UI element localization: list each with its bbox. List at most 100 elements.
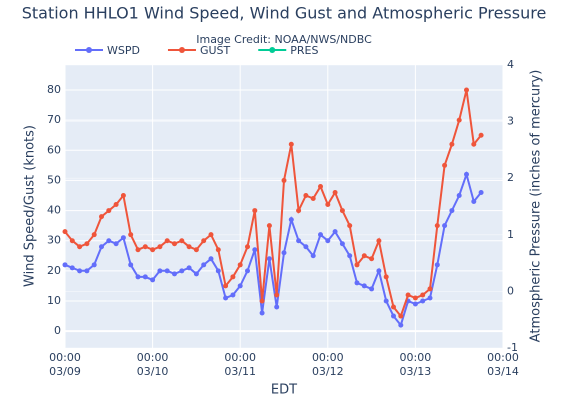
data-point <box>150 277 156 283</box>
series-line <box>64 89 482 319</box>
data-point <box>62 229 68 235</box>
annotation: Image Credit: NOAA/NWS/NDBC <box>196 33 372 46</box>
y-tick-label: 80 <box>47 83 61 96</box>
data-point <box>412 301 418 307</box>
y2-tick-label: 1 <box>507 228 514 241</box>
data-point <box>427 295 433 301</box>
data-point <box>237 262 243 268</box>
data-point <box>383 298 389 304</box>
y-tick-label: 60 <box>47 143 61 156</box>
data-point <box>391 313 396 319</box>
data-point <box>259 310 265 316</box>
data-point <box>296 238 302 244</box>
y-tick-label: 30 <box>47 234 61 247</box>
data-point <box>288 141 294 147</box>
data-point <box>449 141 455 147</box>
data-point <box>471 199 477 205</box>
data-point <box>420 292 426 298</box>
data-point <box>288 217 294 223</box>
legend-marker <box>178 47 185 53</box>
y2-tick-label: -1 <box>507 341 518 354</box>
data-point <box>135 274 141 280</box>
legend-label: GUST <box>200 44 231 57</box>
data-point <box>281 177 287 183</box>
data-point <box>361 283 367 289</box>
data-point <box>420 298 426 304</box>
data-point <box>113 202 119 208</box>
x-tick-label: 00:00 03/13 <box>400 351 432 378</box>
y-tick-label: 0 <box>54 324 61 337</box>
data-point <box>369 286 375 292</box>
data-point <box>69 238 75 244</box>
data-point <box>230 274 236 280</box>
data-point <box>303 192 309 198</box>
y-tick-label: 40 <box>47 204 61 217</box>
data-point <box>471 141 477 147</box>
y2-tick-label: 3 <box>507 115 514 128</box>
data-point <box>179 268 185 274</box>
data-point <box>91 232 97 238</box>
data-point <box>208 232 214 238</box>
data-point <box>223 295 229 301</box>
data-point <box>369 256 375 262</box>
data-point <box>91 262 97 268</box>
x-tick-label: 00:00 03/11 <box>224 351 256 378</box>
data-point <box>361 253 367 259</box>
data-point <box>77 268 83 274</box>
data-point <box>142 244 148 250</box>
y2-axis-label: Atmospheric Pressure (inches of mercury) <box>529 70 544 343</box>
data-point <box>157 244 163 250</box>
y2-tick-label: 4 <box>507 58 514 71</box>
data-point <box>339 241 345 247</box>
data-point <box>318 232 323 238</box>
data-point <box>113 241 119 247</box>
legend-item: WSPD <box>75 44 140 57</box>
data-point <box>128 262 134 268</box>
data-point <box>150 247 156 253</box>
data-point <box>193 247 199 253</box>
data-point <box>135 247 141 253</box>
data-point <box>252 208 258 214</box>
y2-tick-label: 0 <box>507 284 514 297</box>
data-point <box>325 202 331 208</box>
data-point <box>354 280 360 286</box>
data-point <box>347 223 353 229</box>
data-point <box>274 292 280 298</box>
data-point <box>172 271 177 277</box>
data-point <box>164 238 170 244</box>
data-point <box>186 244 192 250</box>
data-point <box>412 295 418 301</box>
data-point <box>215 247 221 253</box>
data-point <box>383 274 389 280</box>
legend-label: WSPD <box>107 44 140 57</box>
data-point <box>77 244 83 250</box>
y-tick-label: 70 <box>47 113 61 126</box>
data-point <box>456 117 462 123</box>
x-axis-label: EDT <box>271 383 297 398</box>
data-point <box>310 253 316 259</box>
data-point <box>237 283 243 289</box>
data-point <box>274 304 280 310</box>
x-tick-label: 00:00 03/14 <box>487 351 519 378</box>
legend-label: PRES <box>290 44 318 57</box>
data-point <box>259 298 265 304</box>
data-point <box>449 208 455 214</box>
data-point <box>252 247 258 253</box>
data-point <box>427 286 433 292</box>
data-point <box>318 183 323 189</box>
data-point <box>223 283 229 289</box>
data-point <box>201 238 207 244</box>
x-tick-label: 00:00 03/09 <box>49 351 81 378</box>
data-point <box>99 214 104 220</box>
data-point <box>120 235 126 241</box>
data-point <box>186 265 192 271</box>
y-axis-label: Wind Speed/Gust (knots) <box>23 125 38 287</box>
x-tick-label: 00:00 03/12 <box>312 351 344 378</box>
data-point <box>347 253 353 259</box>
data-point <box>128 232 134 238</box>
data-point <box>332 189 338 195</box>
data-point <box>120 192 126 198</box>
data-point <box>62 262 68 268</box>
data-point <box>442 223 448 229</box>
